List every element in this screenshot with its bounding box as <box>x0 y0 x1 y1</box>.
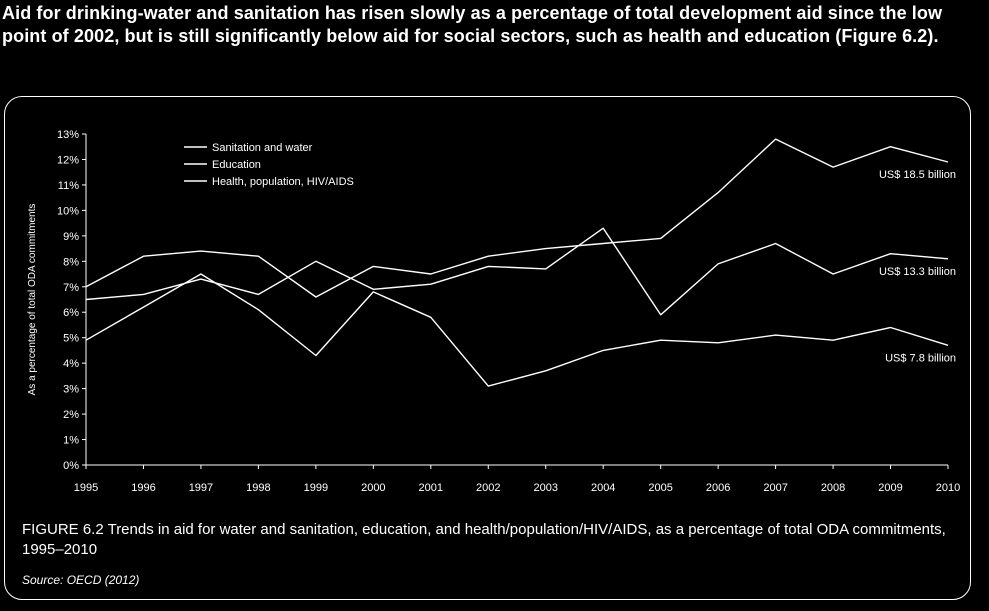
legend-label: Education <box>212 159 261 171</box>
figure-source: Source: OECD (2012) <box>22 573 140 587</box>
x-tick-label: 1999 <box>304 482 328 494</box>
x-tick-label: 2010 <box>936 482 960 494</box>
series-line-2 <box>85 138 949 298</box>
y-tick-label: 5% <box>63 333 79 345</box>
x-tick-label: 2002 <box>476 482 500 494</box>
x-tick-label: 1998 <box>246 482 270 494</box>
x-tick-label: 2001 <box>419 482 443 494</box>
y-tick-label: 3% <box>63 384 79 396</box>
x-tick-label: 2008 <box>821 482 845 494</box>
y-tick-label: 7% <box>63 282 79 294</box>
x-tick-label: 1995 <box>74 482 98 494</box>
y-axis-label: As a percentage of total ODA commitments <box>27 204 38 396</box>
series-total-annotation: US$ 18.5 billion <box>879 169 956 181</box>
y-tick-label: 9% <box>63 231 79 243</box>
series-total-annotation: US$ 7.8 billion <box>885 352 956 364</box>
y-tick-label: 4% <box>63 358 79 370</box>
y-tick-label: 12% <box>57 154 79 166</box>
x-tick-label: 2000 <box>361 482 385 494</box>
x-tick-label: 2009 <box>878 482 902 494</box>
y-tick-label: 13% <box>57 129 79 141</box>
figure-frame <box>4 96 971 600</box>
figure-caption: FIGURE 6.2 Trends in aid for water and s… <box>22 521 946 558</box>
y-tick-label: 10% <box>57 205 79 217</box>
x-tick-label: 2003 <box>533 482 557 494</box>
chart-legend: Sanitation and water Education Health, pop… <box>184 142 354 188</box>
legend-label: Sanitation and water <box>212 142 313 154</box>
chart-axes: 0% 1% 2% 3% 4% 5% 6% 7% 8% 9% 10% 11% 12% 13% 1995 1996… <box>27 129 960 494</box>
y-tick-label: 8% <box>63 256 79 268</box>
series-line-1 <box>85 227 949 316</box>
intro-paragraph: Aid for drinking-water and sanitation ha… <box>2 3 943 46</box>
series-line-0 <box>85 273 949 387</box>
y-tick-label: 2% <box>63 409 79 421</box>
y-tick-label: 6% <box>63 307 79 319</box>
y-tick-label: 0% <box>63 460 79 472</box>
x-tick-label: 1997 <box>189 482 213 494</box>
y-tick-label: 1% <box>63 435 79 447</box>
x-tick-label: 2007 <box>763 482 787 494</box>
y-tick-label: 11% <box>58 180 79 192</box>
x-tick-label: 1996 <box>131 482 155 494</box>
chart-series <box>85 138 949 387</box>
x-tick-label: 2004 <box>591 482 615 494</box>
legend-label: Health, population, HIV/AIDS <box>212 176 354 188</box>
x-tick-label: 2006 <box>706 482 730 494</box>
series-total-annotation: US$ 13.3 billion <box>879 266 956 278</box>
chart-annotations: US$ 18.5 billion US$ 13.3 billion US$ 7.8 … <box>879 169 956 364</box>
x-tick-label: 2005 <box>648 482 672 494</box>
